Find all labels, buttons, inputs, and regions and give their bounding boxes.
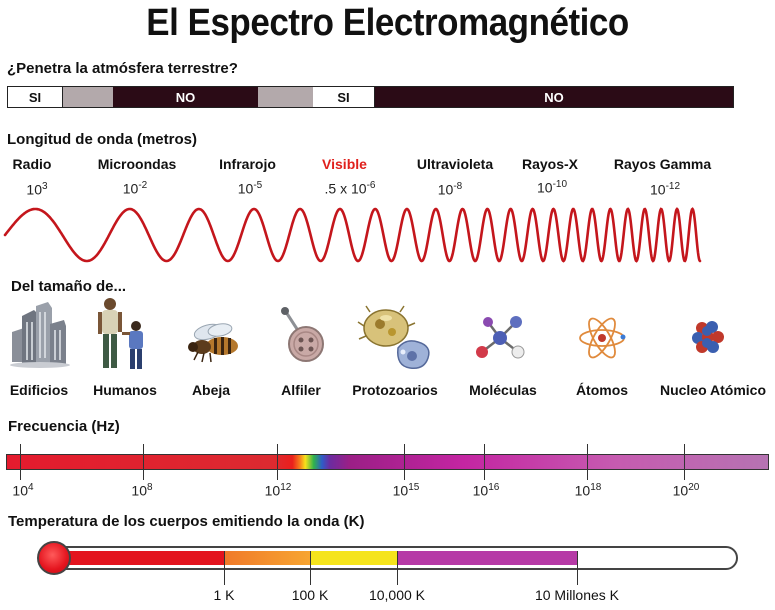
band-ultraviolet: Ultravioleta <box>416 156 494 172</box>
frequency-tick <box>143 444 144 480</box>
band-microwave: Microondas <box>97 156 177 172</box>
wavelength-gamma: 10-12 <box>649 181 681 198</box>
size-label-pin: Alfiler <box>281 382 321 398</box>
bee-icon <box>188 323 238 363</box>
frequency-label: 1020 <box>672 482 700 499</box>
atmosphere-segment-partial <box>258 87 313 107</box>
thermometer-fill-yellow <box>310 551 397 565</box>
wavelength-ultraviolet: 10-8 <box>437 181 463 198</box>
frequency-label: 1016 <box>472 482 500 499</box>
band-xray: Rayos-X <box>521 156 579 172</box>
atmosphere-bar: SI NO SI NO <box>7 86 734 108</box>
atmosphere-segment-no: NO <box>375 87 733 107</box>
wave-line <box>3 207 702 263</box>
temperature-tick <box>397 551 398 585</box>
frequency-label: 104 <box>12 482 34 499</box>
size-label-molecules: Moléculas <box>469 382 537 398</box>
atmosphere-segment-partial <box>63 87 113 107</box>
wavelength-heading: Longitud de onda (metros) <box>7 131 197 148</box>
band-radio: Radio <box>12 156 52 172</box>
atmosphere-heading: ¿Penetra la atmósfera terrestre? <box>7 60 238 77</box>
temperature-tick <box>577 551 578 585</box>
buildings-icon <box>10 302 70 368</box>
humans-icon <box>98 298 143 369</box>
size-label-bee: Abeja <box>191 382 231 398</box>
page-title: El Espectro Electromagnético <box>146 2 629 44</box>
molecule-icon <box>476 316 525 359</box>
temperature-label: 10,000 K <box>368 587 426 603</box>
size-label-nucleus: Nucleo Atómico <box>659 382 767 398</box>
atmosphere-segment-si: SI <box>313 87 375 107</box>
frequency-label: 108 <box>131 482 153 499</box>
size-label-atoms: Átomos <box>575 382 629 398</box>
nucleus-icon <box>692 321 724 353</box>
wavelength-visible: .5 x 10-6 <box>324 180 376 197</box>
wavelength-infrared: 10-5 <box>237 180 263 197</box>
thermometer-fill-red <box>54 551 224 565</box>
thermometer-fill-purple <box>397 551 577 565</box>
sizes-heading: Del tamaño de... <box>11 278 127 295</box>
protozoa-icon <box>357 305 430 370</box>
wavelength-radio: 103 <box>26 181 48 198</box>
temperature-tick <box>310 551 311 585</box>
wave-diagram <box>3 207 702 263</box>
band-infrared: Infrarojo <box>219 156 276 172</box>
wavelength-microwave: 10-2 <box>122 180 148 197</box>
frequency-label: 1012 <box>264 482 292 499</box>
temperature-label: 1 K <box>213 587 235 603</box>
frequency-tick <box>684 444 685 480</box>
wavelength-xray: 10-10 <box>536 179 568 196</box>
frequency-bar <box>6 454 769 470</box>
band-gamma: Rayos Gamma <box>613 156 712 172</box>
atom-icon <box>579 317 626 359</box>
pin-icon <box>281 307 324 362</box>
temperature-label: 10 Millones K <box>534 587 620 603</box>
frequency-heading: Frecuencia (Hz) <box>8 418 120 435</box>
temperature-label: 100 K <box>291 587 329 603</box>
frequency-label: 1018 <box>574 482 602 499</box>
frequency-label: 1015 <box>392 482 420 499</box>
frequency-tick <box>404 444 405 480</box>
atmosphere-segment-si: SI <box>8 87 63 107</box>
band-visible: Visible <box>322 156 367 172</box>
size-label-humans: Humanos <box>93 382 157 398</box>
temperature-heading: Temperatura de los cuerpos emitiendo la … <box>8 513 365 530</box>
frequency-tick <box>277 444 278 480</box>
temperature-tick <box>224 551 225 585</box>
thermometer-bulb <box>37 541 71 575</box>
frequency-tick <box>20 444 21 480</box>
frequency-tick <box>587 444 588 480</box>
size-label-buildings: Edificios <box>9 382 69 398</box>
size-label-protozoa: Protozoarios <box>352 382 438 398</box>
thermometer-fill-orange <box>224 551 310 565</box>
frequency-tick <box>484 444 485 480</box>
atmosphere-segment-no: NO <box>113 87 258 107</box>
